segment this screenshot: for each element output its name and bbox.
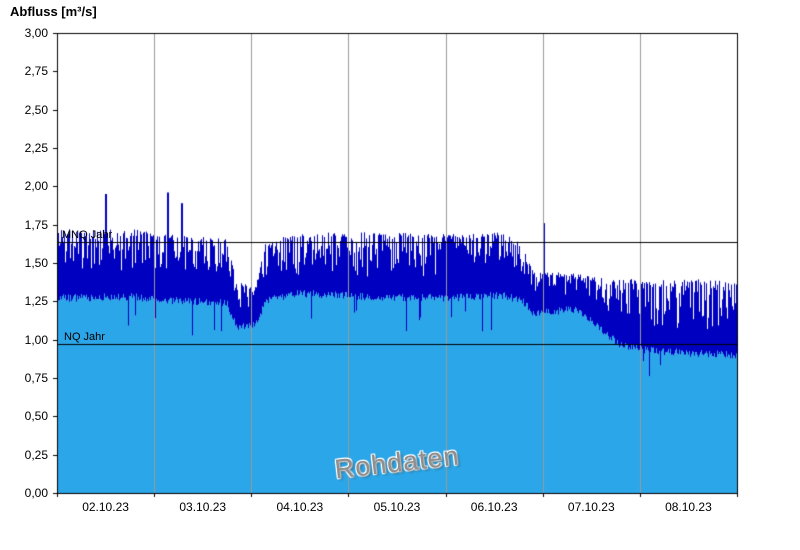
reference-line-label-nq-jahr: NQ Jahr xyxy=(64,331,105,344)
reference-line-label-mnq-jahr: MNQ Jahr xyxy=(62,228,113,241)
y-axis-title: Abfluss [m³/s] xyxy=(10,4,97,19)
